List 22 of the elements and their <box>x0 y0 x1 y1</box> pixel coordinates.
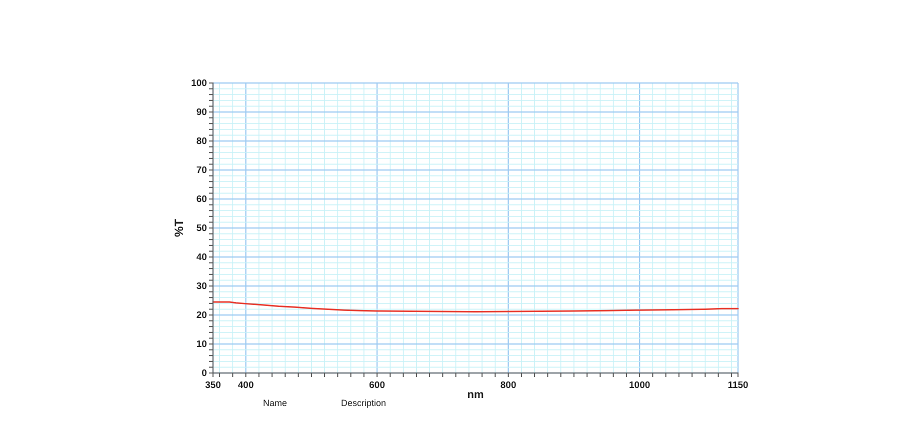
y-tick-label: 90 <box>196 107 207 118</box>
y-tick-label: 10 <box>196 339 207 350</box>
text: Name <box>263 398 288 408</box>
x-tick-label: 800 <box>500 380 516 392</box>
y-axis-title: %T <box>172 218 186 237</box>
y-tick-label: 0 <box>202 368 207 380</box>
y-tick-label: 70 <box>196 165 207 176</box>
x-tick-label: 1000 <box>628 380 650 392</box>
y-tick-label: 60 <box>196 194 207 206</box>
text: Description <box>341 398 386 408</box>
x-tick-label: 350 <box>205 380 221 392</box>
y-tick-label: 100 <box>191 78 207 90</box>
y-tick-label: 50 <box>196 223 207 234</box>
y-tick-label: 20 <box>196 310 207 322</box>
y-tick-label: 30 <box>196 281 207 292</box>
line-series <box>212 301 739 313</box>
y-tick-label: 80 <box>196 136 207 148</box>
x-axis-title: nm <box>467 389 484 401</box>
x-tick-label: 600 <box>369 380 385 392</box>
x-tick-label: 400 <box>238 380 254 392</box>
y-tick-label: 40 <box>196 252 207 264</box>
x-tick-label: 1150 <box>728 380 748 392</box>
